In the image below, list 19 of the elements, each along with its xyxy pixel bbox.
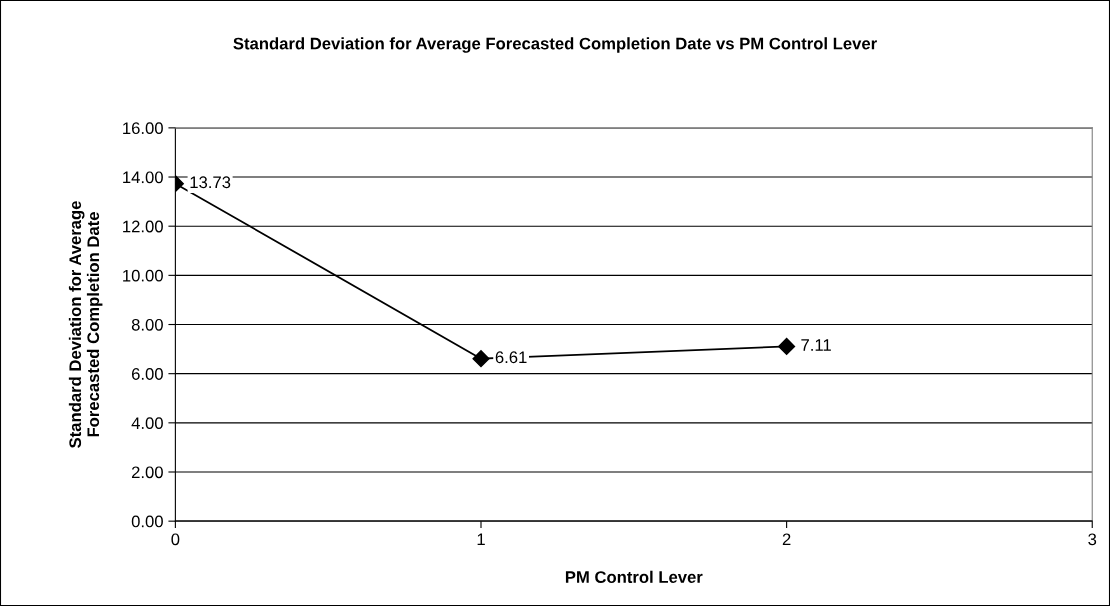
y-tick-label: 8.00 (131, 318, 163, 331)
data-label: 6.61 (495, 351, 527, 364)
y-tick-label: 2.00 (131, 466, 163, 479)
y-axis-title: Standard Deviation for Average Forecasted Completion Date (68, 201, 103, 448)
y-tick-label: 4.00 (131, 417, 163, 430)
x-tick-label: 1 (477, 533, 485, 546)
x-axis-title: PM Control Lever (565, 570, 703, 583)
y-tick-label: 6.00 (131, 368, 163, 380)
y-tick-label: 14.00 (123, 171, 163, 184)
data-label: 7.11 (801, 339, 831, 351)
chart-title: Standard Deviation for Average Forecasted Completion Date vs PM Control Lever (233, 37, 877, 53)
x-tick-label: 2 (782, 533, 791, 546)
x-tick-label: 3 (1088, 533, 1097, 546)
y-tick-label: 10.00 (123, 269, 163, 282)
y-tick-label: 0.00 (131, 515, 163, 528)
data-label: 13.73 (190, 176, 231, 189)
y-tick-label: 16.00 (123, 122, 163, 135)
x-tick-label: 0 (171, 533, 180, 546)
y-tick-label: 12.00 (123, 220, 163, 233)
